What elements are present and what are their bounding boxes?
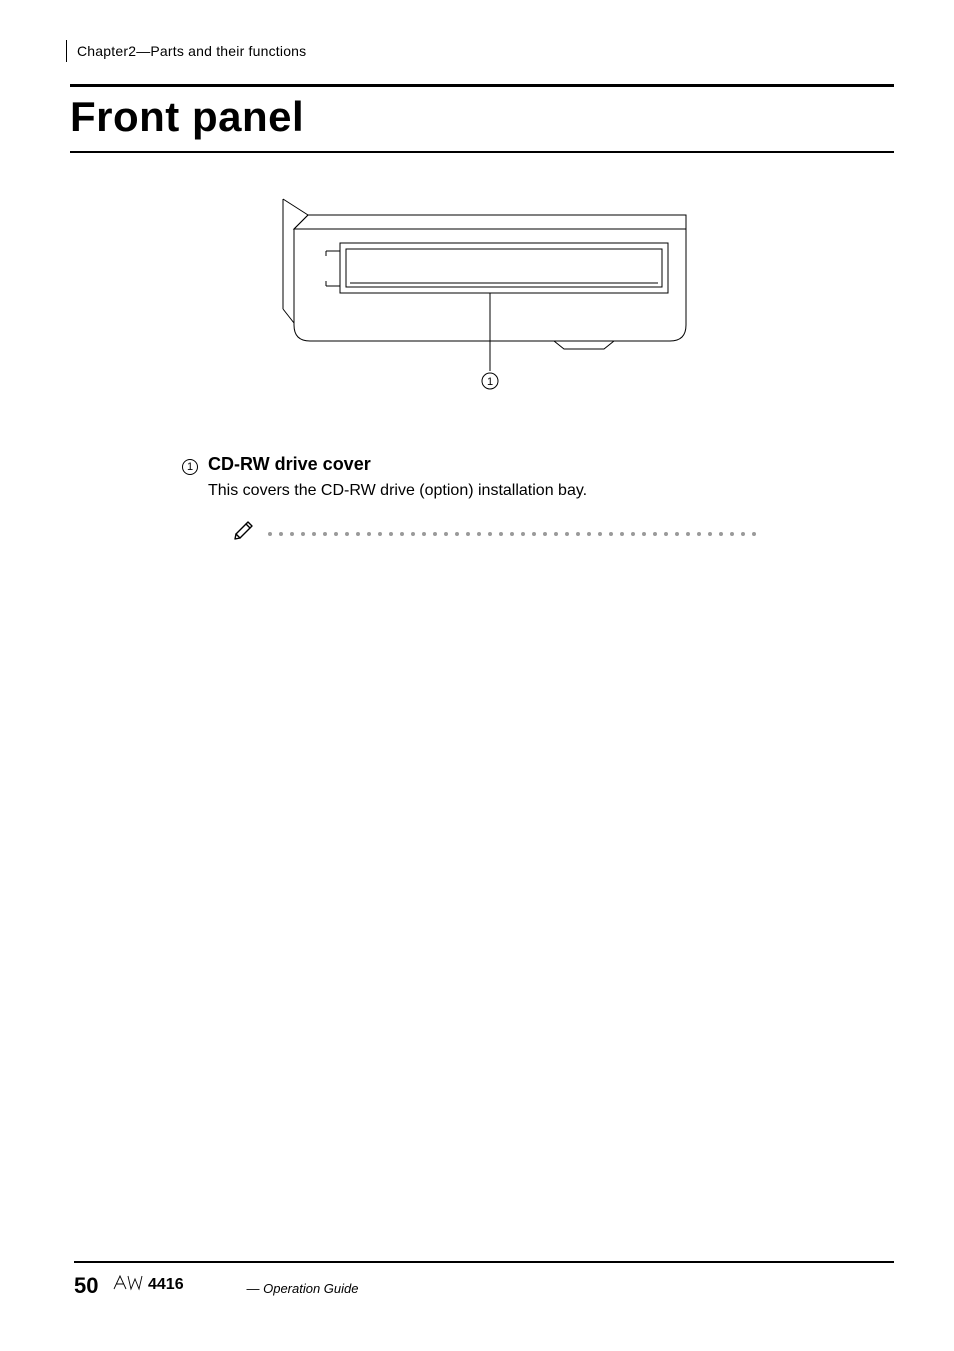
section-title: Front panel <box>70 93 894 141</box>
item-text: This covers the CD-RW drive (option) ins… <box>208 482 812 500</box>
note-dots <box>266 530 812 538</box>
item-row: 1 CD-RW drive cover <box>182 454 812 476</box>
front-panel-figure: 1 <box>72 191 894 406</box>
note-row <box>232 520 812 547</box>
body-block: 1 CD-RW drive cover This covers the CD-R… <box>182 454 812 547</box>
page-number: 50 <box>74 1273 98 1299</box>
item-marker: 1 <box>182 457 208 477</box>
front-panel-svg: 1 <box>268 191 698 401</box>
section-title-block: Front panel <box>70 84 894 153</box>
pencil-note-icon <box>232 520 256 547</box>
item-title: CD-RW drive cover <box>208 454 371 475</box>
product-logo: 4416 <box>112 1273 232 1293</box>
item-marker-number: 1 <box>182 459 198 475</box>
running-head: Chapter2—Parts and their functions <box>66 40 894 62</box>
product-logo-svg: 4416 <box>112 1273 232 1293</box>
footer-rule <box>74 1261 894 1263</box>
product-model-number: 4416 <box>148 1276 184 1293</box>
figure-callout-1: 1 <box>487 376 493 388</box>
footer-guide-label: — Operation Guide <box>246 1281 358 1296</box>
page-footer: 50 4416 — Operation Guide <box>74 1261 894 1299</box>
